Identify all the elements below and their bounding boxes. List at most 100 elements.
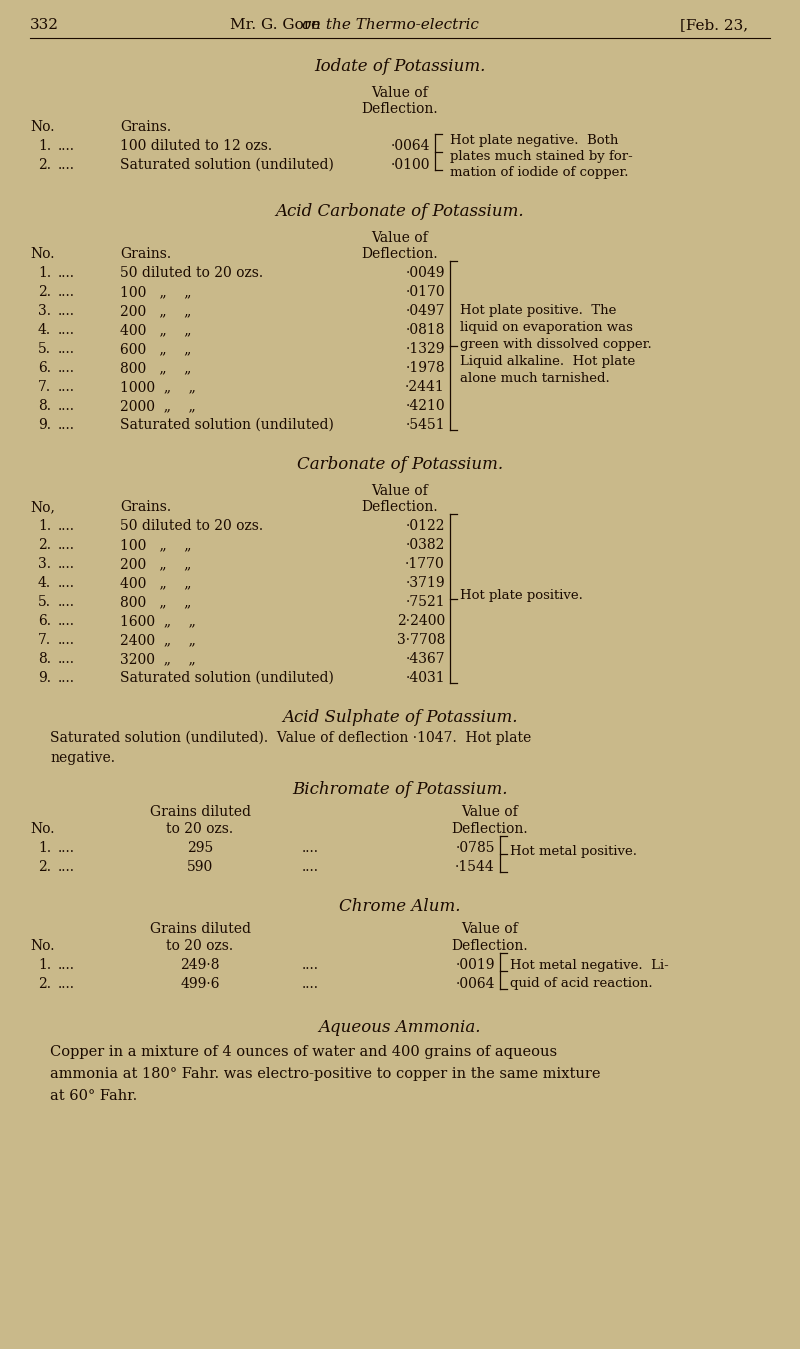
Text: No.: No.	[30, 247, 54, 260]
Text: 600   „    „: 600 „ „	[120, 343, 191, 356]
Text: Grains.: Grains.	[120, 120, 171, 134]
Text: No.: No.	[30, 939, 54, 952]
Text: ·0122: ·0122	[406, 519, 445, 533]
Text: alone much tarnished.: alone much tarnished.	[460, 372, 610, 384]
Text: Deflection.: Deflection.	[452, 939, 528, 952]
Text: Copper in a mixture of 4 ounces of water and 400 grains of aqueous: Copper in a mixture of 4 ounces of water…	[50, 1045, 557, 1059]
Text: Value of: Value of	[372, 86, 428, 100]
Text: ·0064: ·0064	[455, 977, 495, 992]
Text: ....: ....	[58, 840, 75, 855]
Text: 8.: 8.	[38, 652, 51, 666]
Text: plates much stained by for-: plates much stained by for-	[450, 150, 633, 163]
Text: 800   „    „: 800 „ „	[120, 362, 191, 375]
Text: 499·6: 499·6	[180, 977, 220, 992]
Text: ·4031: ·4031	[406, 670, 445, 685]
Text: ·7521: ·7521	[406, 595, 445, 608]
Text: Deflection.: Deflection.	[362, 500, 438, 514]
Text: ....: ....	[58, 670, 75, 685]
Text: 3.: 3.	[38, 304, 51, 318]
Text: 2.: 2.	[38, 977, 51, 992]
Text: ....: ....	[58, 139, 75, 152]
Text: Hot metal negative.  Li-: Hot metal negative. Li-	[510, 959, 669, 973]
Text: ....: ....	[302, 977, 318, 992]
Text: negative.: negative.	[50, 751, 115, 765]
Text: ....: ....	[58, 595, 75, 608]
Text: ....: ....	[58, 519, 75, 533]
Text: 6.: 6.	[38, 614, 51, 629]
Text: ·5451: ·5451	[406, 418, 445, 432]
Text: 295: 295	[187, 840, 213, 855]
Text: 6.: 6.	[38, 362, 51, 375]
Text: Chrome Alum.: Chrome Alum.	[339, 898, 461, 915]
Text: 800   „    „: 800 „ „	[120, 595, 191, 608]
Text: ....: ....	[58, 399, 75, 413]
Text: 8.: 8.	[38, 399, 51, 413]
Text: ....: ....	[58, 557, 75, 571]
Text: to 20 ozs.: to 20 ozs.	[166, 822, 234, 836]
Text: ....: ....	[58, 633, 75, 648]
Text: Liquid alkaline.  Hot plate: Liquid alkaline. Hot plate	[460, 355, 635, 368]
Text: Deflection.: Deflection.	[362, 247, 438, 260]
Text: 5.: 5.	[38, 343, 51, 356]
Text: ....: ....	[58, 380, 75, 394]
Text: Hot plate positive.: Hot plate positive.	[460, 590, 583, 602]
Text: 1000  „    „: 1000 „ „	[120, 380, 196, 394]
Text: ·0170: ·0170	[406, 285, 445, 299]
Text: 50 diluted to 20 ozs.: 50 diluted to 20 ozs.	[120, 266, 263, 281]
Text: 1.: 1.	[38, 519, 51, 533]
Text: 400   „    „: 400 „ „	[120, 576, 191, 590]
Text: No.: No.	[30, 822, 54, 836]
Text: green with dissolved copper.: green with dissolved copper.	[460, 339, 652, 351]
Text: ....: ....	[58, 418, 75, 432]
Text: Deflection.: Deflection.	[452, 822, 528, 836]
Text: No,: No,	[30, 500, 55, 514]
Text: 1.: 1.	[38, 840, 51, 855]
Text: ....: ....	[58, 861, 75, 874]
Text: 1600  „    „: 1600 „ „	[120, 614, 196, 629]
Text: 3200  „    „: 3200 „ „	[120, 652, 196, 666]
Text: ....: ....	[58, 977, 75, 992]
Text: ·0382: ·0382	[406, 538, 445, 552]
Text: 3.: 3.	[38, 557, 51, 571]
Text: No.: No.	[30, 120, 54, 134]
Text: ....: ....	[58, 652, 75, 666]
Text: 332: 332	[30, 18, 59, 32]
Text: ....: ....	[58, 958, 75, 973]
Text: mation of iodide of copper.: mation of iodide of copper.	[450, 166, 629, 179]
Text: 200   „    „: 200 „ „	[120, 557, 191, 571]
Text: 2400  „    „: 2400 „ „	[120, 633, 196, 648]
Text: ·4210: ·4210	[406, 399, 445, 413]
Text: 9.: 9.	[38, 418, 51, 432]
Text: Grains diluted: Grains diluted	[150, 921, 250, 936]
Text: Grains diluted: Grains diluted	[150, 805, 250, 819]
Text: 50 diluted to 20 ozs.: 50 diluted to 20 ozs.	[120, 519, 263, 533]
Text: Saturated solution (undiluted): Saturated solution (undiluted)	[120, 670, 334, 685]
Text: Aqueous Ammonia.: Aqueous Ammonia.	[318, 1018, 482, 1036]
Text: Acid Carbonate of Potassium.: Acid Carbonate of Potassium.	[276, 202, 524, 220]
Text: Grains.: Grains.	[120, 500, 171, 514]
Text: [Feb. 23,: [Feb. 23,	[680, 18, 748, 32]
Text: ·4367: ·4367	[406, 652, 445, 666]
Text: 1.: 1.	[38, 266, 51, 281]
Text: ....: ....	[302, 958, 318, 973]
Text: ·0818: ·0818	[406, 322, 445, 337]
Text: 7.: 7.	[38, 633, 51, 648]
Text: 2000  „    „: 2000 „ „	[120, 399, 196, 413]
Text: ....: ....	[302, 840, 318, 855]
Text: 249·8: 249·8	[180, 958, 220, 973]
Text: ....: ....	[58, 576, 75, 590]
Text: ....: ....	[58, 304, 75, 318]
Text: Deflection.: Deflection.	[362, 103, 438, 116]
Text: Mr. G. Gore: Mr. G. Gore	[230, 18, 325, 32]
Text: 4.: 4.	[38, 576, 51, 590]
Text: ....: ....	[58, 266, 75, 281]
Text: on the Thermo-electric: on the Thermo-electric	[302, 18, 479, 32]
Text: Saturated solution (undiluted).  Value of deflection ·1047.  Hot plate: Saturated solution (undiluted). Value of…	[50, 731, 531, 746]
Text: Hot metal positive.: Hot metal positive.	[510, 844, 637, 858]
Text: Value of: Value of	[462, 805, 518, 819]
Text: ·0497: ·0497	[406, 304, 445, 318]
Text: liquid on evaporation was: liquid on evaporation was	[460, 321, 633, 335]
Text: Saturated solution (undiluted): Saturated solution (undiluted)	[120, 158, 334, 173]
Text: ....: ....	[58, 158, 75, 173]
Text: ....: ....	[58, 362, 75, 375]
